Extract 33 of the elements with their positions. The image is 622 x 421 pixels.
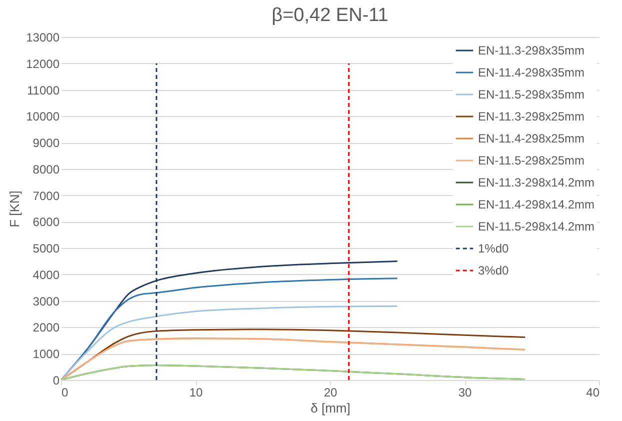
- x-tick-label: 40: [586, 386, 600, 400]
- x-tick-label: 10: [189, 386, 203, 400]
- y-tick-label: 5000: [32, 242, 60, 256]
- legend-label: 1%d0: [478, 242, 510, 256]
- y-tick-label: 9000: [32, 136, 60, 150]
- x-tick-label: 20: [324, 386, 338, 400]
- y-tick-label: 2000: [32, 320, 60, 335]
- legend-label: EN-11.4-298x35mm: [478, 66, 584, 80]
- legend-label: EN-11.5-298x14.2mm: [478, 220, 594, 234]
- y-tick-label: 6000: [32, 215, 60, 230]
- x-axis-title: δ [mm]: [310, 400, 350, 416]
- x-tick-label: 30: [458, 386, 472, 400]
- y-tick-label: 4000: [32, 268, 60, 282]
- y-tick-label: 11000: [27, 83, 60, 98]
- chart-title: β=0,42 EN-11: [272, 5, 388, 26]
- legend-label: EN-11.3-298x35mm: [478, 44, 584, 58]
- x-tick-label: 0: [62, 386, 68, 400]
- y-tick-label: 13000: [26, 30, 60, 44]
- y-axis-title: F [KN]: [7, 190, 22, 228]
- legend-label: EN-11.4-298x14.2mm: [478, 198, 594, 212]
- y-tick-label: 8000: [32, 162, 60, 176]
- y-tick-label: 12000: [26, 56, 60, 71]
- legend-label: EN-11.3-298x25mm: [478, 110, 584, 124]
- legend-label: 3%d0: [478, 264, 510, 278]
- y-tick-label: 1000: [32, 347, 60, 362]
- legend-label: EN-11.4-298x25mm: [478, 132, 584, 146]
- legend-label: EN-11.5-298x35mm: [478, 88, 584, 102]
- y-tick-label: 10000: [26, 110, 60, 124]
- legend-label: EN-11.3-298x14.2mm: [478, 176, 594, 190]
- y-tick-label: 7000: [32, 188, 60, 203]
- y-tick-label: 3000: [32, 294, 60, 308]
- legend-label: EN-11.5-298x25mm: [478, 154, 584, 168]
- y-tick-label: 0: [52, 374, 60, 388]
